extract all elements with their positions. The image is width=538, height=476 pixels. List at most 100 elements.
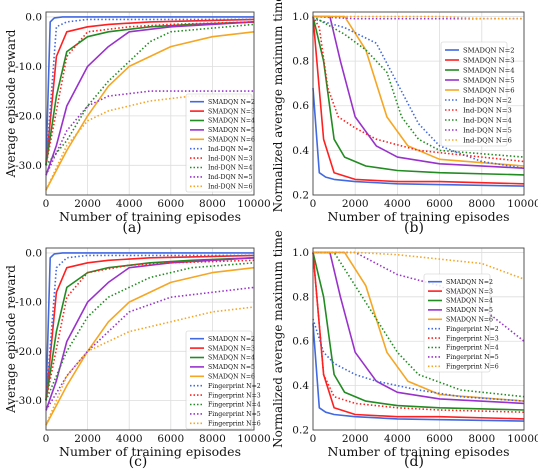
series-line (312, 17, 525, 169)
x-tick-label: 6000 (157, 433, 184, 445)
legend-entry: Fingerprint N=5 (446, 354, 499, 361)
x-tick-label: 10000 (237, 198, 270, 210)
legend-box (185, 93, 253, 193)
series-line (312, 252, 525, 413)
y-axis-label: Average episode reward (4, 265, 18, 414)
legend-entry: Fingerprint N=4 (208, 402, 261, 409)
legend-entry: Ind-DQN N=2 (463, 96, 512, 104)
panel-label: (d) (404, 454, 424, 470)
series-line (45, 252, 254, 401)
y-axis-label: Normalized average maximum time (271, 0, 285, 212)
series-line (45, 21, 255, 166)
chart-panel-3: 0 2000 4000 6000 8000 10000 0.0 -10.0 -20.0 -30.0… (4, 247, 271, 470)
legend-entry: SMADQN N=3 (208, 108, 255, 115)
series-line (45, 23, 255, 166)
x-tick-label: 0 (43, 433, 50, 445)
series-line (45, 90, 254, 176)
x-tick-label: 10000 (507, 433, 538, 445)
y-tick-label: -30.0 (15, 160, 42, 172)
x-tick-label: 8000 (199, 198, 226, 210)
y-tick-label: 1.0 (292, 11, 309, 23)
x-axis-label: Number of training episodes (328, 444, 510, 459)
legend-entry: Fingerprint N=2 (446, 326, 499, 333)
legend-entry: Fingerprint N=3 (208, 392, 261, 399)
series-line (313, 251, 525, 280)
x-tick-label: 2000 (74, 198, 101, 210)
legend-entry: SMADQN N=2 (446, 279, 493, 286)
legend-entry: SMADQN N=2 (208, 99, 255, 106)
chart-panel-2: 0 2000 4000 6000 8000 10000 0.2 0.4 0.6 0.8 1.0 Num… (271, 0, 538, 236)
x-axis-label: Number of training episodes (59, 444, 241, 459)
legend-entry: Fingerprint N=2 (208, 383, 261, 390)
y-tick-label: -10.0 (15, 61, 42, 73)
y-tick-label: 0.2 (292, 190, 309, 202)
x-tick-label: 8000 (468, 198, 495, 210)
legend-entry: SMADQN N=6 (463, 86, 515, 94)
x-tick-label: 2000 (342, 433, 369, 445)
y-tick-label: -10.0 (15, 297, 42, 309)
series-line (312, 323, 525, 422)
x-tick-label: 2000 (342, 198, 369, 210)
panel-label: (c) (129, 454, 148, 470)
legend-entry: Ind-DQN N=4 (208, 165, 252, 172)
x-tick-label: 6000 (426, 198, 453, 210)
y-tick-label: 0.2 (292, 425, 309, 437)
series-line (313, 251, 525, 398)
y-tick-label: 1.0 (292, 247, 309, 259)
y-tick-label: -30.0 (15, 395, 42, 407)
legend-entry: Fingerprint N=3 (446, 335, 499, 342)
series-line (312, 16, 525, 185)
legend-entry: Ind-DQN N=6 (463, 136, 512, 144)
series-line (45, 257, 255, 411)
y-tick-label: 0.4 (292, 145, 309, 157)
legend-entry: SMADQN N=5 (446, 307, 493, 314)
legend-box (423, 273, 491, 373)
y-tick-label: 0.0 (25, 247, 42, 259)
plot-frame (45, 247, 255, 431)
legend-entry: Ind-DQN N=3 (208, 155, 252, 162)
series-line (45, 254, 254, 401)
legend-entry: Ind-DQN N=4 (463, 116, 512, 124)
plot-frame (312, 247, 525, 431)
chart-panel-1: 0 2000 4000 6000 8000 10000 0.0 -10.0 -20.0 -30.0… (4, 11, 271, 236)
y-tick-label: 0.6 (292, 100, 309, 112)
y-tick-label: 0.8 (292, 56, 309, 68)
panel-label: (a) (122, 220, 141, 236)
y-tick-label: -20.0 (15, 346, 42, 358)
legend-entry: SMADQN N=2 (463, 46, 515, 54)
x-tick-label: 8000 (199, 433, 226, 445)
series-line (313, 251, 525, 405)
legend-entry: Fingerprint N=4 (446, 345, 499, 352)
series-line (45, 21, 255, 176)
legend-entry: SMADQN N=3 (463, 56, 515, 64)
y-tick-label: -20.0 (15, 110, 42, 122)
y-axis-label: Average episode reward (4, 29, 18, 178)
legend-entry: SMADQN N=5 (208, 127, 255, 134)
legend-entry: SMADQN N=6 (208, 136, 255, 143)
legend-entry: SMADQN N=4 (208, 355, 255, 362)
legend-entry: SMADQN N=2 (208, 336, 255, 343)
x-tick-label: 4000 (116, 433, 143, 445)
legend-entry: Ind-DQN N=5 (208, 174, 252, 181)
panel-label: (b) (404, 220, 424, 236)
y-axis-label: Normalized average maximum time (271, 230, 285, 448)
x-tick-label: 6000 (157, 198, 184, 210)
x-axis-label: Number of training episodes (328, 209, 510, 224)
series-line (312, 252, 525, 411)
series-line (313, 15, 525, 167)
x-tick-label: 6000 (426, 433, 453, 445)
series-line (45, 286, 255, 411)
legend-box (185, 330, 253, 430)
y-tick-label: 0.0 (25, 11, 42, 23)
legend-entry: Fingerprint N=6 (208, 420, 261, 427)
series-line (313, 251, 525, 402)
series-line (312, 87, 525, 187)
x-tick-label: 10000 (237, 433, 270, 445)
legend-entry: SMADQN N=4 (208, 118, 255, 125)
chart-panel-4: 0 2000 4000 6000 8000 10000 0.2 0.4 0.6 0.8 1.0 Num… (271, 230, 538, 470)
legend-entry: SMADQN N=4 (446, 298, 493, 305)
legend-entry: Fingerprint N=5 (208, 411, 261, 418)
legend-entry: Ind-DQN N=3 (463, 106, 512, 114)
series-line (45, 266, 255, 426)
